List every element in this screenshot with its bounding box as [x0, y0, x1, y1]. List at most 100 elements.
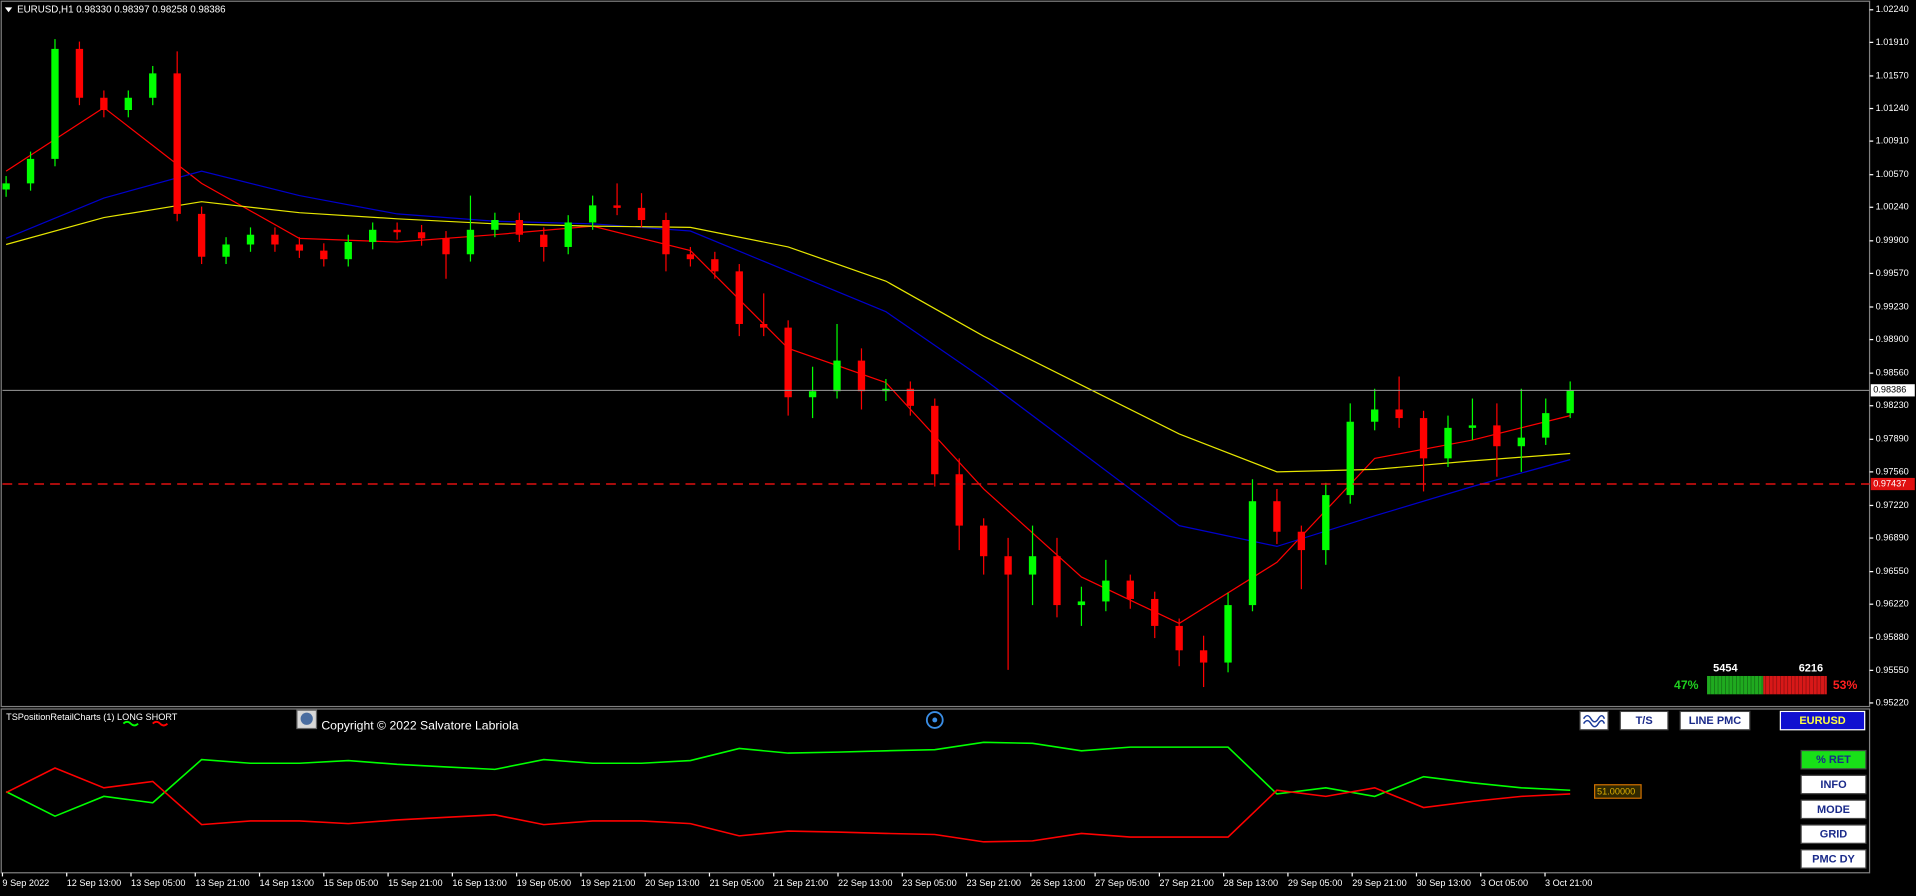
y-tick-label: 1.01910 — [1876, 37, 1909, 47]
candle-body — [320, 250, 328, 260]
menu-triangle[interactable] — [4, 7, 13, 13]
y-tick-label: 0.96220 — [1876, 599, 1909, 609]
main-panel-border — [0, 0, 1871, 708]
long-gauge — [1707, 675, 1764, 695]
indicator-panel-border — [0, 708, 1871, 874]
side-button[interactable] — [1800, 774, 1867, 795]
candle-body — [1444, 427, 1452, 459]
candle-body — [1322, 495, 1330, 551]
candle-body — [1224, 605, 1232, 663]
candle-body — [735, 271, 743, 324]
long-swatch — [122, 720, 139, 727]
x-tick-label: 14 Sep 13:00 — [260, 878, 314, 888]
level-label: 0.97437 — [1873, 478, 1906, 488]
toolbar-button-label[interactable]: T/S — [1636, 715, 1653, 727]
candle-body — [808, 391, 817, 398]
x-tick-label: 13 Sep 05:00 — [131, 878, 185, 888]
side-button-label[interactable]: MODE — [1817, 804, 1850, 816]
toolbar-button-label[interactable]: LINE PMC — [1689, 715, 1742, 727]
x-tick-label: 28 Sep 13:00 — [1224, 878, 1278, 888]
level-label-box — [1870, 477, 1915, 491]
toolbar-button[interactable] — [1679, 710, 1751, 731]
side-button-label[interactable]: INFO — [1820, 779, 1847, 791]
side-button[interactable] — [1800, 849, 1867, 869]
wave-icon — [1583, 714, 1606, 728]
candle-body — [1517, 437, 1525, 447]
y-tick-label: 1.00910 — [1876, 136, 1909, 146]
candle-body — [1077, 601, 1086, 606]
copyright: Copyright © 2022 Salvatore Labriola — [321, 718, 518, 732]
candle-body — [931, 405, 939, 475]
y-tick-label: 1.00570 — [1876, 169, 1909, 179]
side-button-label[interactable]: % RET — [1816, 754, 1851, 766]
candle-body — [1175, 625, 1183, 651]
candle-body — [540, 234, 548, 247]
x-tick-label: 15 Sep 05:00 — [324, 878, 378, 888]
indicator-title: TSPositionRetailCharts (1) LONG SHORT — [6, 712, 178, 722]
short-count: 6216 — [1799, 663, 1823, 675]
y-tick-label: 0.99900 — [1876, 235, 1909, 245]
y-tick-label: 0.97560 — [1876, 466, 1909, 476]
candle-body — [1004, 556, 1012, 575]
candle-body — [173, 73, 181, 214]
long-pct: 47% — [1674, 678, 1699, 692]
y-tick-label: 1.01570 — [1876, 70, 1909, 80]
x-tick-label: 15 Sep 21:00 — [388, 878, 442, 888]
x-tick-label: 3 Oct 05:00 — [1481, 878, 1528, 888]
price-label: 0.98386 — [1873, 385, 1906, 395]
y-tick-label: 1.01240 — [1876, 103, 1909, 113]
x-tick-label: 22 Sep 13:00 — [838, 878, 892, 888]
y-tick-label: 0.96550 — [1876, 566, 1909, 576]
candle-body — [1395, 409, 1403, 419]
x-tick-label: 3 Oct 21:00 — [1545, 878, 1592, 888]
candle-body — [1419, 418, 1428, 459]
side-button[interactable] — [1800, 824, 1867, 844]
symbol-header: EURUSD,H1 0.98330 0.98397 0.98258 0.9838… — [17, 4, 225, 15]
y-tick-label: 0.95220 — [1876, 697, 1909, 707]
side-button-label[interactable]: GRID — [1820, 829, 1848, 841]
side-button[interactable] — [1800, 749, 1867, 770]
candle-body — [344, 242, 352, 260]
candle-body — [369, 229, 377, 243]
side-button-label[interactable]: PMC DY — [1812, 853, 1855, 865]
y-tick-label: 0.97890 — [1876, 434, 1909, 444]
candle-body — [613, 205, 621, 208]
candle-body — [1126, 580, 1134, 599]
candle-body — [637, 207, 646, 221]
candle-body — [1468, 425, 1477, 428]
y-tick-label: 0.98900 — [1876, 334, 1909, 344]
toolbar-button[interactable] — [1619, 710, 1669, 731]
x-tick-label: 29 Sep 21:00 — [1352, 878, 1406, 888]
end-label: 51.00000 — [1597, 787, 1635, 797]
candle-body — [197, 213, 206, 257]
end-label-box — [1594, 784, 1642, 799]
candle-body — [1273, 501, 1281, 532]
toolbar-button[interactable] — [1779, 710, 1866, 731]
candle-body — [662, 220, 670, 255]
candle-body — [564, 222, 572, 247]
candle-body — [149, 73, 157, 98]
side-button[interactable] — [1800, 799, 1867, 820]
candle-body — [222, 244, 230, 257]
short-gauge — [1763, 675, 1827, 695]
y-tick-label: 0.95880 — [1876, 632, 1909, 642]
short-line — [5, 767, 1571, 843]
target-icon[interactable] — [925, 711, 944, 729]
candle-body — [1542, 413, 1550, 438]
candle-body — [271, 234, 279, 245]
candle-body — [1151, 598, 1159, 626]
candle-body — [833, 360, 841, 392]
x-tick-label: 30 Sep 13:00 — [1416, 878, 1470, 888]
candle-body — [26, 158, 35, 184]
candle-body — [393, 229, 401, 233]
x-tick-label: 19 Sep 21:00 — [581, 878, 635, 888]
target-dot — [932, 717, 938, 723]
x-tick-label: 27 Sep 05:00 — [1095, 878, 1149, 888]
candle-body — [1102, 580, 1110, 602]
candle-body — [100, 97, 108, 111]
y-tick-label: 0.99230 — [1876, 301, 1909, 311]
candle-body — [979, 525, 988, 557]
toolbar-button-label[interactable]: EURUSD — [1799, 715, 1845, 727]
